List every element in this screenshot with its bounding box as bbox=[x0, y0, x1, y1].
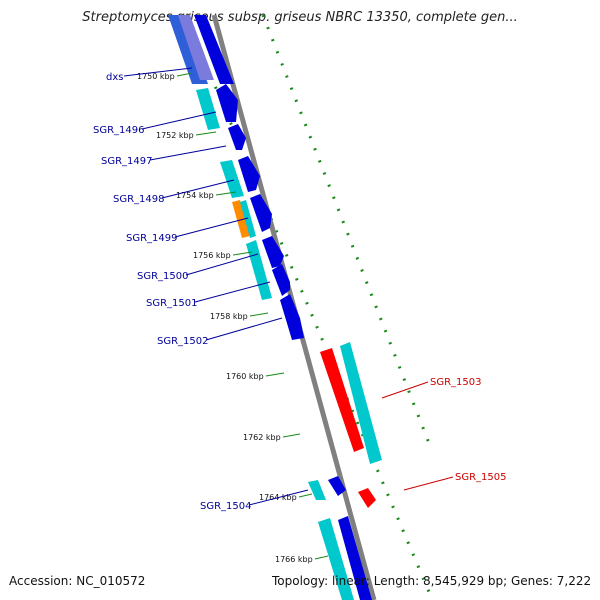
gene-label: SGR_1496 bbox=[93, 125, 145, 136]
cds-feature bbox=[216, 84, 238, 122]
tick-label: 1752 kbp bbox=[156, 131, 194, 140]
feature-track bbox=[168, 15, 382, 600]
tick-leader bbox=[265, 372, 285, 377]
gene-label: SGR_1505 bbox=[455, 472, 507, 483]
tick-label: 1766 kbp bbox=[275, 555, 313, 564]
gene-label-leader bbox=[161, 179, 235, 199]
tick-leader bbox=[282, 433, 301, 438]
gene-label-leader bbox=[248, 489, 309, 506]
cds-feature bbox=[340, 342, 382, 464]
gene-label: SGR_1503 bbox=[430, 377, 482, 388]
cds-feature bbox=[194, 15, 234, 84]
cds-feature bbox=[262, 236, 284, 268]
tick-label: 1760 kbp bbox=[226, 372, 264, 381]
tick-leader bbox=[195, 131, 217, 136]
gene-label-leader bbox=[149, 145, 227, 161]
tick-leader bbox=[176, 72, 193, 77]
gene-label-leader bbox=[141, 111, 217, 130]
cds-feature bbox=[220, 160, 244, 198]
tick-leader bbox=[215, 191, 237, 196]
gene-label: SGR_1499 bbox=[126, 233, 178, 244]
cds-feature bbox=[338, 516, 372, 600]
tick-leader bbox=[298, 493, 313, 498]
cds-feature bbox=[178, 15, 214, 80]
gene-label: SGR_1504 bbox=[200, 501, 252, 512]
tick-label: 1762 kbp bbox=[243, 433, 281, 442]
cds-feature bbox=[238, 156, 260, 192]
gene-label-leader bbox=[123, 67, 193, 77]
cds-feature bbox=[250, 194, 272, 232]
tick-leader bbox=[249, 312, 269, 317]
gene-label-leader bbox=[403, 476, 454, 491]
gene-label-leader bbox=[185, 253, 259, 276]
gene-label: SGR_1501 bbox=[146, 298, 198, 309]
topology-label: Topology: linear; Length: 8,545,929 bp; … bbox=[272, 574, 592, 588]
cds-feature bbox=[308, 480, 326, 500]
tick-label: 1756 kbp bbox=[193, 251, 231, 260]
tick-dots-right bbox=[261, 14, 434, 452]
cds-feature bbox=[318, 518, 354, 600]
cds-feature bbox=[196, 88, 220, 130]
tick-ruler-right bbox=[261, 14, 434, 452]
gene-label: SGR_1498 bbox=[113, 194, 165, 205]
gene-label: dxs bbox=[106, 72, 123, 83]
gene-label-leader bbox=[381, 381, 429, 399]
tick-label: 1750 kbp bbox=[137, 72, 175, 81]
cds-feature bbox=[280, 294, 304, 340]
cds-feature bbox=[228, 124, 246, 150]
gene-label-leader bbox=[205, 317, 283, 341]
cds-feature bbox=[358, 488, 376, 508]
gene-label: SGR_1500 bbox=[137, 271, 189, 282]
gene-label: SGR_1502 bbox=[157, 336, 209, 347]
accession-label: Accession: NC_010572 bbox=[9, 574, 146, 588]
gene-label-leader bbox=[174, 217, 249, 238]
gene-label: SGR_1497 bbox=[101, 156, 153, 167]
cds-feature bbox=[240, 200, 256, 238]
cds-feature bbox=[328, 476, 346, 496]
tick-label: 1754 kbp bbox=[176, 191, 214, 200]
tick-leader bbox=[232, 251, 253, 256]
cds-feature bbox=[246, 240, 272, 300]
cds-feature bbox=[272, 264, 290, 296]
tick-label: 1758 kbp bbox=[210, 312, 248, 321]
tick-leader bbox=[314, 555, 329, 560]
cds-feature bbox=[320, 348, 364, 452]
rna-feature bbox=[232, 200, 250, 238]
gene-label-leader bbox=[194, 281, 271, 303]
